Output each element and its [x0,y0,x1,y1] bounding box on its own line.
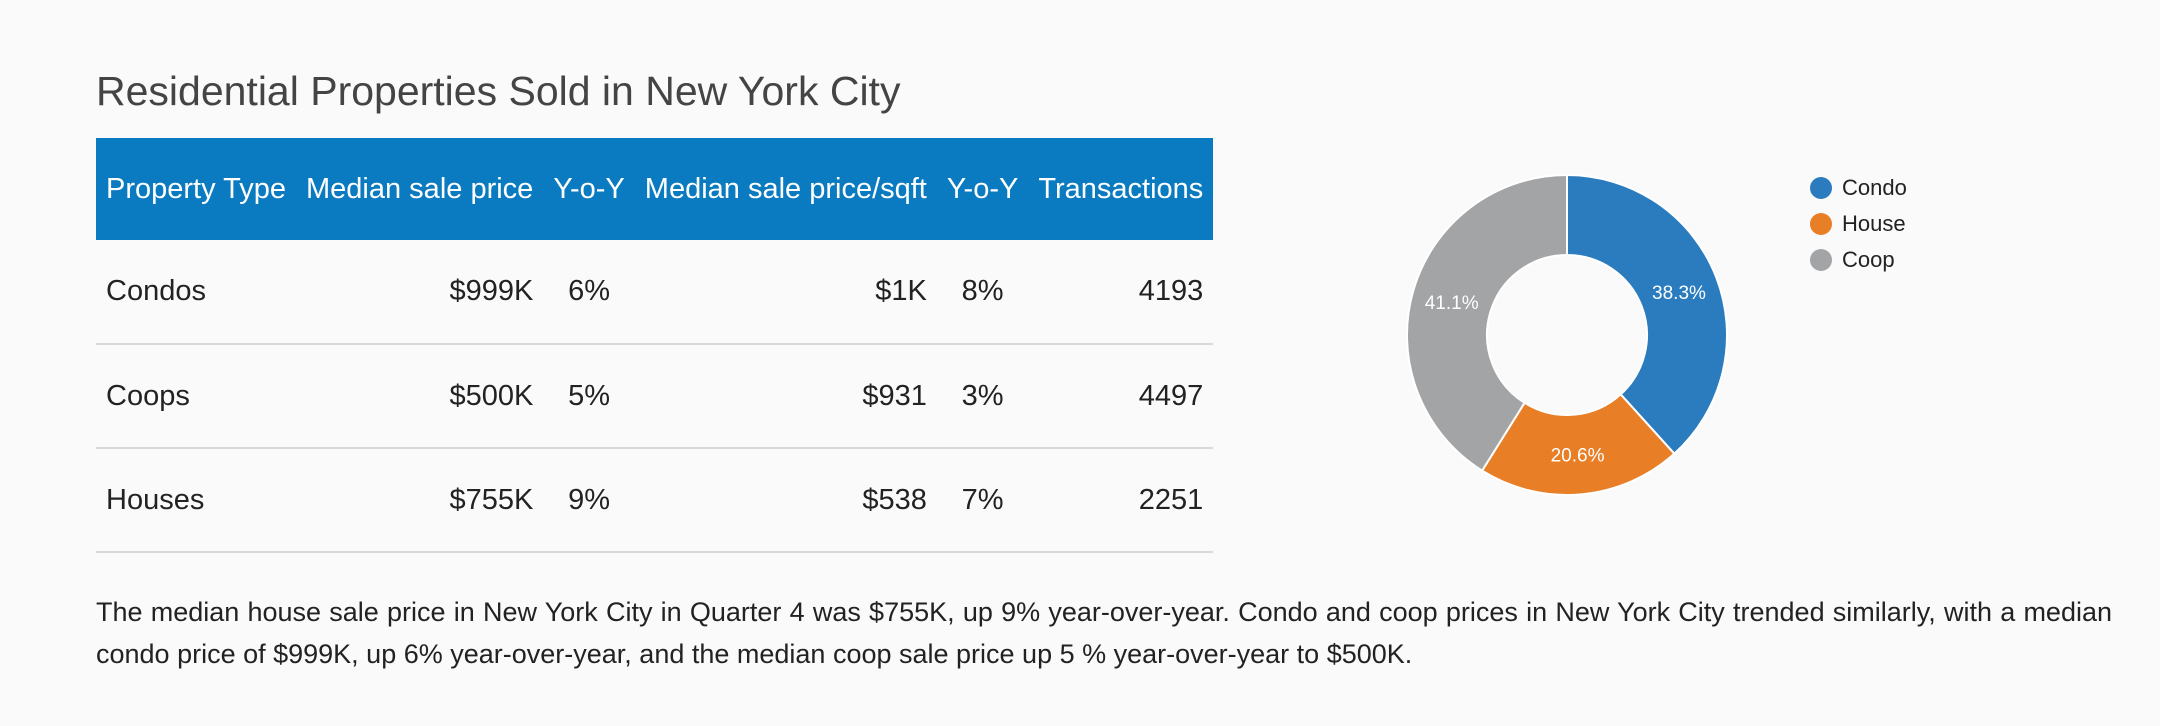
legend-swatch-icon [1810,213,1832,235]
donut-label-house: 20.6% [1551,446,1605,467]
cell-median-sale-price: $500K [449,379,534,412]
table-row: Condos $999K 6% $1K 8% 4193 [96,240,1214,344]
header-transactions: Transactions [1038,172,1204,205]
chart-legend: Condo House Coop [1810,170,1907,278]
donut-label-coop: 41.1% [1425,293,1479,314]
cell-transactions: 4193 [1138,275,1204,307]
header-median-price-sqft: Median sale price/sqft [644,172,927,205]
cell-median-price-sqft: $931 [862,379,927,412]
table-row: Houses $755K 9% $538 7% 2251 [96,448,1214,552]
header-yoy-sqft: Y-o-Y [946,172,1019,205]
legend-item-house[interactable]: House [1810,206,1907,242]
cell-yoy-price: 9% [568,483,610,516]
legend-label: House [1842,211,1906,236]
legend-swatch-icon [1810,177,1832,199]
cell-property-type: Condos [106,275,206,307]
cell-transactions: 4497 [1138,379,1204,412]
cell-yoy-price: 5% [568,379,610,412]
legend-label: Coop [1842,247,1895,272]
cell-median-sale-price: $999K [449,275,534,307]
legend-swatch-icon [1810,249,1832,271]
cell-median-sale-price: $755K [449,483,534,516]
table-header-row: Property Type Median sale price Y-o-Y Me… [96,138,1214,240]
cell-yoy-sqft: 3% [961,379,1004,412]
header-median-sale-price: Median sale price [306,172,534,205]
cell-yoy-price: 6% [568,275,610,307]
cell-property-type: Houses [106,483,205,516]
cell-yoy-sqft: 8% [961,275,1004,307]
cell-property-type: Coops [106,379,190,412]
donut-slice-house [1480,392,1676,496]
page-title: Residential Properties Sold in New York … [96,68,901,114]
legend-item-coop[interactable]: Coop [1810,242,1907,278]
properties-table: Property Type Median sale price Y-o-Y Me… [96,138,1214,553]
cell-median-price-sqft: $538 [862,483,927,516]
donut-slice-condo [1566,173,1728,456]
table-row: Coops $500K 5% $931 3% 4497 [96,344,1214,448]
donut-slice-coop [1406,173,1568,473]
legend-label: Condo [1842,175,1907,200]
cell-yoy-sqft: 7% [961,483,1004,516]
header-property-type: Property Type [106,172,287,205]
property-type-donut-chart: 38.3% 20.6% 41.1% [1406,173,1728,496]
cell-transactions: 2251 [1138,483,1204,516]
summary-paragraph: The median house sale price in New York … [96,597,2112,669]
cell-median-price-sqft: $1K [875,275,927,307]
donut-label-condo: 38.3% [1652,283,1706,304]
legend-item-condo[interactable]: Condo [1810,170,1907,206]
header-yoy-price: Y-o-Y [553,172,625,205]
